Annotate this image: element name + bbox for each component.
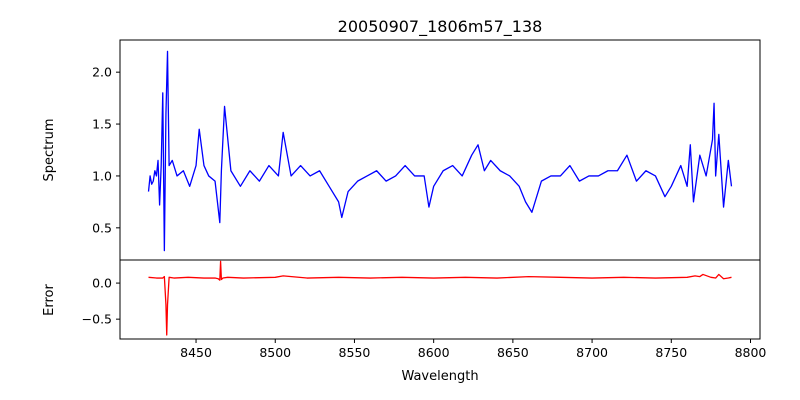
error-plot-area [148, 260, 732, 336]
error-axes-frame [119, 259, 761, 340]
x-tick-label: 8600 [418, 345, 450, 360]
x-tick-label: 8550 [339, 345, 371, 360]
x-tick-label: 8750 [655, 345, 687, 360]
spectrum-y-tick-label: 0.5 [92, 220, 112, 235]
x-tick-label: 8450 [180, 345, 212, 360]
error-y-ticks: −0.5 0.0 [82, 276, 120, 327]
spectrum-y-tick-label: 2.0 [92, 65, 112, 80]
error-panel: −0.5 0.0 8450 8500 8550 8600 8650 8700 8750 8800… [42, 259, 766, 384]
spectrum-panel: 0.5 1.0 1.5 2.0 Spectrum [42, 39, 761, 261]
x-tick-label: 8800 [735, 345, 767, 360]
spectrum-plot-area [147, 50, 733, 252]
spectrum-y-ticks: 0.5 1.0 1.5 2.0 [92, 65, 120, 235]
error-y-tick-label: 0.0 [92, 276, 112, 291]
x-axis-label: Wavelength [401, 369, 478, 384]
x-tick-label: 8650 [497, 345, 529, 360]
spectrum-y-axis-label: Spectrum [42, 119, 57, 182]
x-tick-label: 8700 [576, 345, 608, 360]
spectrum-y-tick-label: 1.5 [92, 117, 112, 132]
chart-title: 20050907_1806m57_138 [338, 17, 543, 37]
error-y-tick-label: −0.5 [82, 312, 112, 327]
error-y-axis-label: Error [42, 284, 57, 316]
spectrum-series-line [147, 50, 733, 252]
spectrum-axes-frame [119, 39, 761, 261]
x-tick-label: 8500 [259, 345, 291, 360]
wavelength-x-ticks: 8450 8500 8550 8600 8650 8700 8750 8800 [180, 339, 766, 360]
error-series-line [148, 260, 732, 336]
spectrum-y-tick-label: 1.0 [92, 168, 112, 183]
